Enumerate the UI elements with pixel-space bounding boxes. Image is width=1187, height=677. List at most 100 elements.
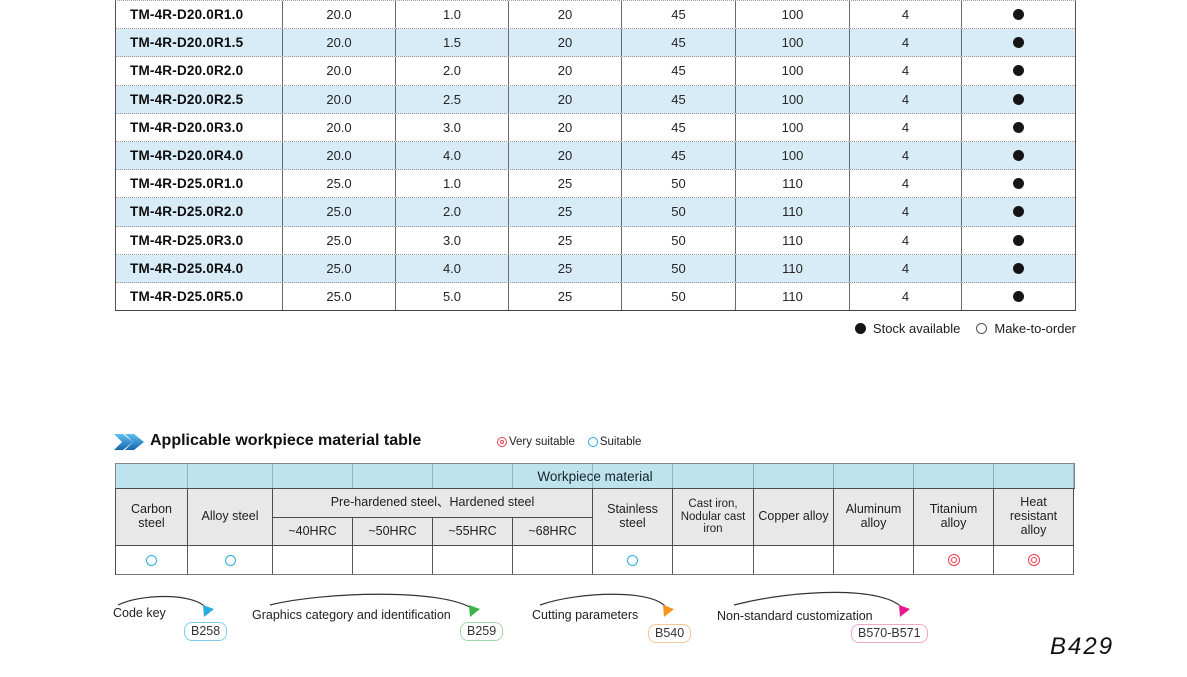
value-cell: 45 bbox=[622, 141, 736, 170]
value-cell: 50 bbox=[622, 226, 736, 254]
table-row: TM-4R-D20.0R4.0 20.0 4.0 20 45 100 4 bbox=[116, 141, 1075, 171]
graphics-category-label: Graphics category and identification bbox=[252, 608, 451, 622]
value-cell: 20.0 bbox=[283, 29, 396, 57]
value-cell: 20.0 bbox=[283, 57, 396, 85]
table-row: TM-4R-D20.0R2.5 20.0 2.5 20 45 100 4 bbox=[116, 85, 1075, 114]
value-cell: 20 bbox=[509, 57, 622, 85]
value-cell: 45 bbox=[622, 57, 736, 85]
rating-cell bbox=[834, 546, 914, 575]
value-cell: 25.0 bbox=[283, 254, 396, 282]
table-row: TM-4R-D20.0R1.0 20.0 1.0 20 45 100 4 bbox=[116, 1, 1075, 30]
value-cell: 110 bbox=[736, 254, 850, 282]
value-cell: 20 bbox=[509, 1, 622, 29]
header-carbon-steel: Carbon steel bbox=[116, 489, 188, 546]
model-cell: TM-4R-D20.0R1.0 bbox=[116, 1, 283, 29]
rating-cell bbox=[754, 546, 834, 575]
filled-dot-icon bbox=[854, 323, 866, 334]
stock-available-dot-icon bbox=[1013, 290, 1024, 302]
rating-cell bbox=[994, 546, 1074, 575]
table-row: TM-4R-D20.0R2.0 20.0 2.0 20 45 100 4 bbox=[116, 57, 1075, 86]
value-cell: 25.0 bbox=[283, 226, 396, 254]
value-cell: 5.0 bbox=[396, 282, 509, 311]
stock-available-dot-icon bbox=[1013, 206, 1024, 218]
page-ref-b570-b571[interactable]: B570-B571 bbox=[851, 624, 928, 643]
rating-cell bbox=[433, 546, 513, 575]
value-cell: 4 bbox=[850, 282, 962, 311]
header-prehardened-group: Pre-hardened steel、Hardened steel bbox=[273, 489, 593, 518]
cutting-parameters-label: Cutting parameters bbox=[532, 608, 639, 622]
header-50hrc: ~50HRC bbox=[353, 518, 433, 546]
header-alloy-steel: Alloy steel bbox=[188, 489, 273, 546]
value-cell: 45 bbox=[622, 113, 736, 141]
model-cell: TM-4R-D25.0R2.0 bbox=[116, 198, 283, 226]
stock-available-dot-icon bbox=[1013, 93, 1024, 105]
very-suitable-icon bbox=[497, 437, 507, 447]
header-aluminum-alloy: Aluminum alloy bbox=[834, 489, 914, 546]
stock-legend: Stock available Make-to-order bbox=[854, 321, 1076, 336]
page-number: B429 bbox=[1050, 633, 1115, 660]
value-cell: 20.0 bbox=[283, 113, 396, 141]
table-row: TM-4R-D25.0R1.0 25.0 1.0 25 50 110 4 bbox=[116, 170, 1075, 199]
model-cell: TM-4R-D20.0R4.0 bbox=[116, 141, 283, 170]
page-ref-b259[interactable]: B259 bbox=[460, 622, 504, 641]
page-ref-b540[interactable]: B540 bbox=[648, 624, 692, 643]
value-cell: 20 bbox=[509, 85, 622, 113]
value-cell: 4 bbox=[850, 113, 962, 141]
double-chevron-icon bbox=[114, 432, 145, 457]
rating-cell bbox=[273, 546, 353, 575]
stock-cell bbox=[962, 1, 1075, 28]
open-circle-icon bbox=[976, 323, 988, 334]
stock-cell bbox=[962, 255, 1075, 282]
model-cell: TM-4R-D25.0R5.0 bbox=[116, 282, 283, 311]
value-cell: 4 bbox=[850, 1, 962, 29]
value-cell: 20 bbox=[509, 113, 622, 141]
value-cell: 100 bbox=[736, 29, 850, 57]
workpiece-material-table: Workpiece material Carbon steel Alloy st… bbox=[115, 463, 1075, 575]
suitable-icon bbox=[587, 437, 598, 447]
value-cell: 4 bbox=[850, 29, 962, 57]
table-row: TM-4R-D25.0R5.0 25.0 5.0 25 50 110 4 bbox=[116, 282, 1075, 311]
very-suitable-legend: Very suitable bbox=[497, 436, 575, 448]
value-cell: 25 bbox=[509, 198, 622, 226]
stock-available-label: Stock available bbox=[872, 321, 961, 336]
value-cell: 50 bbox=[622, 198, 736, 226]
stock-cell bbox=[962, 57, 1075, 84]
value-cell: 4.0 bbox=[396, 141, 509, 170]
model-cell: TM-4R-D20.0R2.0 bbox=[116, 57, 283, 85]
suitable-label: Suitable bbox=[599, 436, 642, 448]
value-cell: 25 bbox=[509, 282, 622, 311]
rating-cell bbox=[116, 546, 188, 575]
very-suitable-icon bbox=[947, 554, 960, 566]
suitable-icon bbox=[627, 554, 638, 566]
value-cell: 3.0 bbox=[396, 113, 509, 141]
header-stainless-steel: Stainless steel bbox=[593, 489, 673, 546]
stock-available-dot-icon bbox=[1013, 9, 1024, 21]
value-cell: 4 bbox=[850, 57, 962, 85]
section-title: Applicable workpiece material table bbox=[150, 432, 422, 449]
table-row: TM-4R-D25.0R2.0 25.0 2.0 25 50 110 4 bbox=[116, 198, 1075, 227]
stock-available-dot-icon bbox=[1013, 65, 1024, 77]
model-cell: TM-4R-D25.0R4.0 bbox=[116, 254, 283, 282]
stock-cell bbox=[962, 198, 1075, 225]
value-cell: 45 bbox=[622, 29, 736, 57]
value-cell: 110 bbox=[736, 170, 850, 198]
value-cell: 25 bbox=[509, 254, 622, 282]
rating-cell bbox=[593, 546, 673, 575]
stock-available-dot-icon bbox=[1013, 150, 1024, 162]
header-heat-resistant-alloy: Heat resistant alloy bbox=[994, 489, 1074, 546]
header-68hrc: ~68HRC bbox=[513, 518, 593, 546]
value-cell: 45 bbox=[622, 85, 736, 113]
arrow-to-b259 bbox=[269, 593, 480, 617]
stock-cell bbox=[962, 142, 1075, 169]
spec-table: TM-4R-D20.0R1.0 20.0 1.0 20 45 100 4 TM-4R-D20.… bbox=[115, 0, 1076, 311]
rating-cell bbox=[353, 546, 433, 575]
make-to-order-legend: Make-to-order bbox=[976, 321, 1076, 336]
stock-cell bbox=[962, 114, 1075, 141]
value-cell: 20.0 bbox=[283, 85, 396, 113]
page-ref-b258[interactable]: B258 bbox=[184, 622, 228, 641]
arrow-to-b570 bbox=[733, 591, 910, 617]
value-cell: 20 bbox=[509, 29, 622, 57]
stock-cell bbox=[962, 170, 1075, 197]
table-row: TM-4R-D20.0R3.0 20.0 3.0 20 45 100 4 bbox=[116, 113, 1075, 142]
